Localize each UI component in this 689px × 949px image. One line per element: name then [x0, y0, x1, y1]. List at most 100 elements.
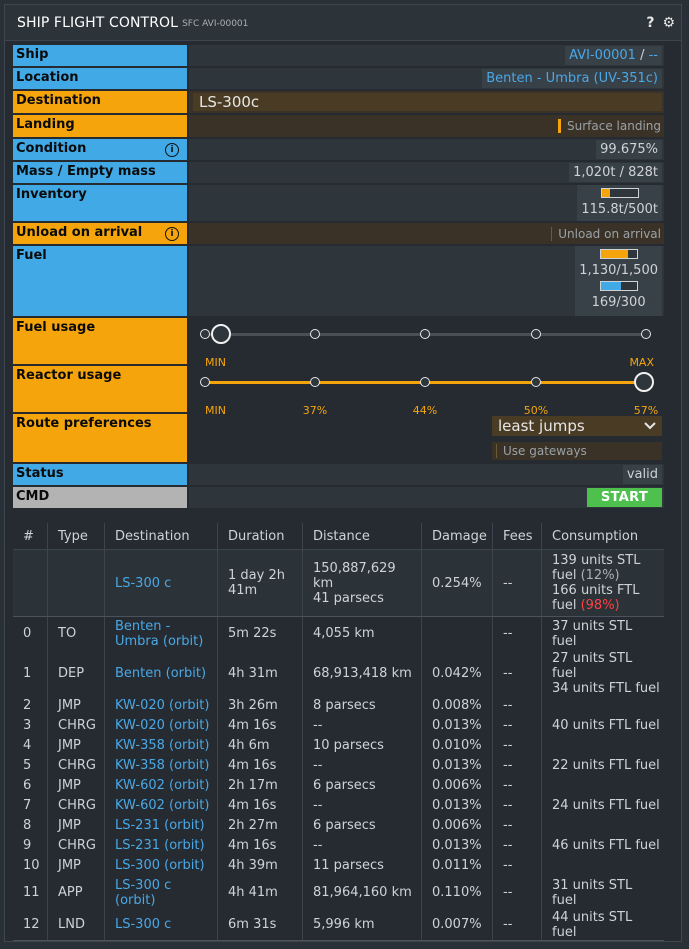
destination-input[interactable]: LS-300c — [193, 93, 662, 111]
reactor-usage-stop[interactable] — [200, 377, 210, 387]
col-header: Damage — [421, 523, 493, 550]
row-destination-link[interactable]: KW-358 (orbit) — [115, 758, 210, 773]
row-fees: -- — [503, 758, 513, 773]
consumption-line: fuel — [552, 598, 577, 613]
status-label: Status — [13, 464, 187, 485]
summary-distance: 150,887,629 km — [313, 560, 396, 591]
row-damage: 0.013% — [432, 798, 482, 813]
row-destination-link[interactable]: LS-300 c (orbit) — [115, 877, 172, 908]
fuel-usage-stop[interactable] — [641, 329, 651, 339]
table-row: 11 APP LS-300 c (orbit) 4h 41m 81,964,160 km… — [13, 875, 664, 910]
row-destination-link[interactable]: KW-358 (orbit) — [115, 738, 210, 753]
row-fees: -- — [503, 626, 513, 642]
summary-damage: 0.254% — [421, 549, 493, 617]
location-row: Location Benten - Umbra (UV-351c) — [13, 68, 664, 89]
row-damage: 0.007% — [432, 917, 482, 932]
fuel-usage-stop[interactable] — [420, 329, 430, 339]
row-destination-link[interactable]: KW-602 (orbit) — [115, 778, 210, 793]
summary-distance: 41 parsecs — [313, 590, 384, 606]
reactor-tick-label: 37% — [302, 404, 328, 417]
summary-fees: -- — [492, 549, 542, 617]
row-fees: -- — [503, 698, 513, 713]
start-button[interactable]: START — [586, 488, 662, 507]
row-type: CHRG — [58, 798, 96, 813]
reactor-tick-label: 44% — [412, 404, 438, 417]
row-damage: 0.008% — [432, 698, 482, 713]
route-mode-select[interactable]: least jumps — [492, 416, 662, 436]
window-subtitle: SFC AVI-00001 — [182, 19, 249, 29]
reactor-tick-label: MIN — [205, 404, 226, 417]
row-destination-link[interactable]: LS-300 c — [115, 917, 172, 932]
reactor-usage-stop[interactable] — [531, 377, 541, 387]
row-distance: -- — [313, 838, 323, 853]
route-prefs-row: Route preferences least jumps Use gatewa… — [13, 414, 664, 462]
condition-value: 99.675% — [596, 140, 662, 159]
row-duration: 4m 16s — [228, 758, 277, 773]
row-duration: 4h 6m — [228, 738, 270, 753]
reactor-usage-stop[interactable] — [420, 377, 430, 387]
table-row: 2 JMP KW-020 (orbit) 3h 26m 8 parsecs 0.008% -… — [13, 695, 664, 716]
fuel-usage-stop[interactable] — [310, 329, 320, 339]
row-destination-link[interactable]: Benten - Umbra (orbit) — [115, 618, 204, 649]
row-distance: 5,996 km — [313, 917, 375, 932]
fuel-usage-stop[interactable] — [200, 329, 210, 339]
reactor-usage-stop[interactable] — [310, 377, 320, 387]
location-link[interactable]: Benten - Umbra (UV-351c) — [482, 69, 662, 88]
row-duration: 4m 16s — [228, 718, 277, 733]
row-destination-link[interactable]: LS-231 (orbit) — [115, 818, 205, 833]
row-damage: 0.006% — [432, 778, 482, 793]
use-gateways-toggle[interactable]: Use gateways — [496, 444, 587, 458]
fuel-row: Fuel 1,130/1,500 169/300 — [13, 246, 664, 316]
row-destination-link[interactable]: Benten (orbit) — [115, 665, 207, 681]
reactor-usage-slider[interactable]: MIN 37% 44% 50% 57% — [199, 372, 658, 417]
table-row: 1 DEP Benten (orbit) 4h 31m 68,913,418 km 0.0… — [13, 650, 664, 696]
summary-destination-link[interactable]: LS-300 c — [115, 575, 172, 591]
row-fees: -- — [503, 885, 513, 900]
row-damage: 0.011% — [432, 858, 482, 873]
row-number: 8 — [23, 818, 32, 833]
consumption-line: 139 units STL — [552, 553, 641, 568]
info-icon[interactable]: i — [165, 143, 179, 157]
info-icon[interactable]: i — [165, 227, 179, 241]
ship-extra-link[interactable]: -- — [648, 48, 658, 63]
inventory-value: 115.8t/500t — [581, 202, 658, 217]
row-destination-link[interactable]: KW-020 (orbit) — [115, 698, 210, 713]
row-consumption: 27 units STL fuel — [552, 650, 633, 681]
row-destination-link[interactable]: LS-300 (orbit) — [115, 858, 205, 873]
row-destination-link[interactable]: KW-602 (orbit) — [115, 798, 210, 813]
row-fees: -- — [503, 798, 513, 813]
row-type: CHRG — [58, 838, 96, 853]
row-type: TO — [58, 626, 77, 642]
row-distance: -- — [313, 758, 323, 773]
row-distance: 81,964,160 km — [313, 885, 412, 900]
row-distance: -- — [313, 718, 323, 733]
table-row: 5 CHRG KW-358 (orbit) 4m 16s -- 0.013% -- 22 un… — [13, 755, 664, 776]
row-type: DEP — [58, 665, 85, 681]
row-fees: -- — [503, 838, 513, 853]
stl-percent: (12%) — [580, 568, 620, 583]
surface-landing-toggle[interactable]: Surface landing — [558, 119, 661, 133]
condition-label-text: Condition — [16, 141, 87, 156]
unload-toggle[interactable]: Unload on arrival — [551, 226, 661, 241]
row-number: 0 — [23, 626, 32, 642]
row-type: CHRG — [58, 758, 96, 773]
row-destination-link[interactable]: KW-020 (orbit) — [115, 718, 210, 733]
gear-icon[interactable]: ⚙ — [662, 15, 675, 31]
help-icon[interactable]: ? — [646, 15, 655, 31]
ship-separator: / — [635, 48, 649, 63]
row-type: CHRG — [58, 718, 96, 733]
reactor-usage-handle[interactable] — [634, 372, 654, 392]
row-fees: -- — [503, 917, 513, 932]
row-damage: 0.010% — [432, 738, 482, 753]
row-distance: 8 parsecs — [313, 698, 376, 713]
ship-link[interactable]: AVI-00001 — [569, 48, 636, 63]
fuel-usage-stop[interactable] — [531, 329, 541, 339]
fuel-usage-handle[interactable] — [211, 324, 231, 344]
row-number: 5 — [23, 758, 32, 773]
row-duration: 2h 27m — [228, 818, 278, 833]
row-destination-link[interactable]: LS-231 (orbit) — [115, 838, 205, 853]
title-bar[interactable]: SHIP FLIGHT CONTROL SFC AVI-00001 ? ⚙ — [5, 5, 681, 41]
row-duration: 3h 26m — [228, 698, 278, 713]
row-distance: 68,913,418 km — [313, 665, 412, 681]
fuel-usage-slider[interactable]: MIN MAX — [199, 324, 654, 369]
